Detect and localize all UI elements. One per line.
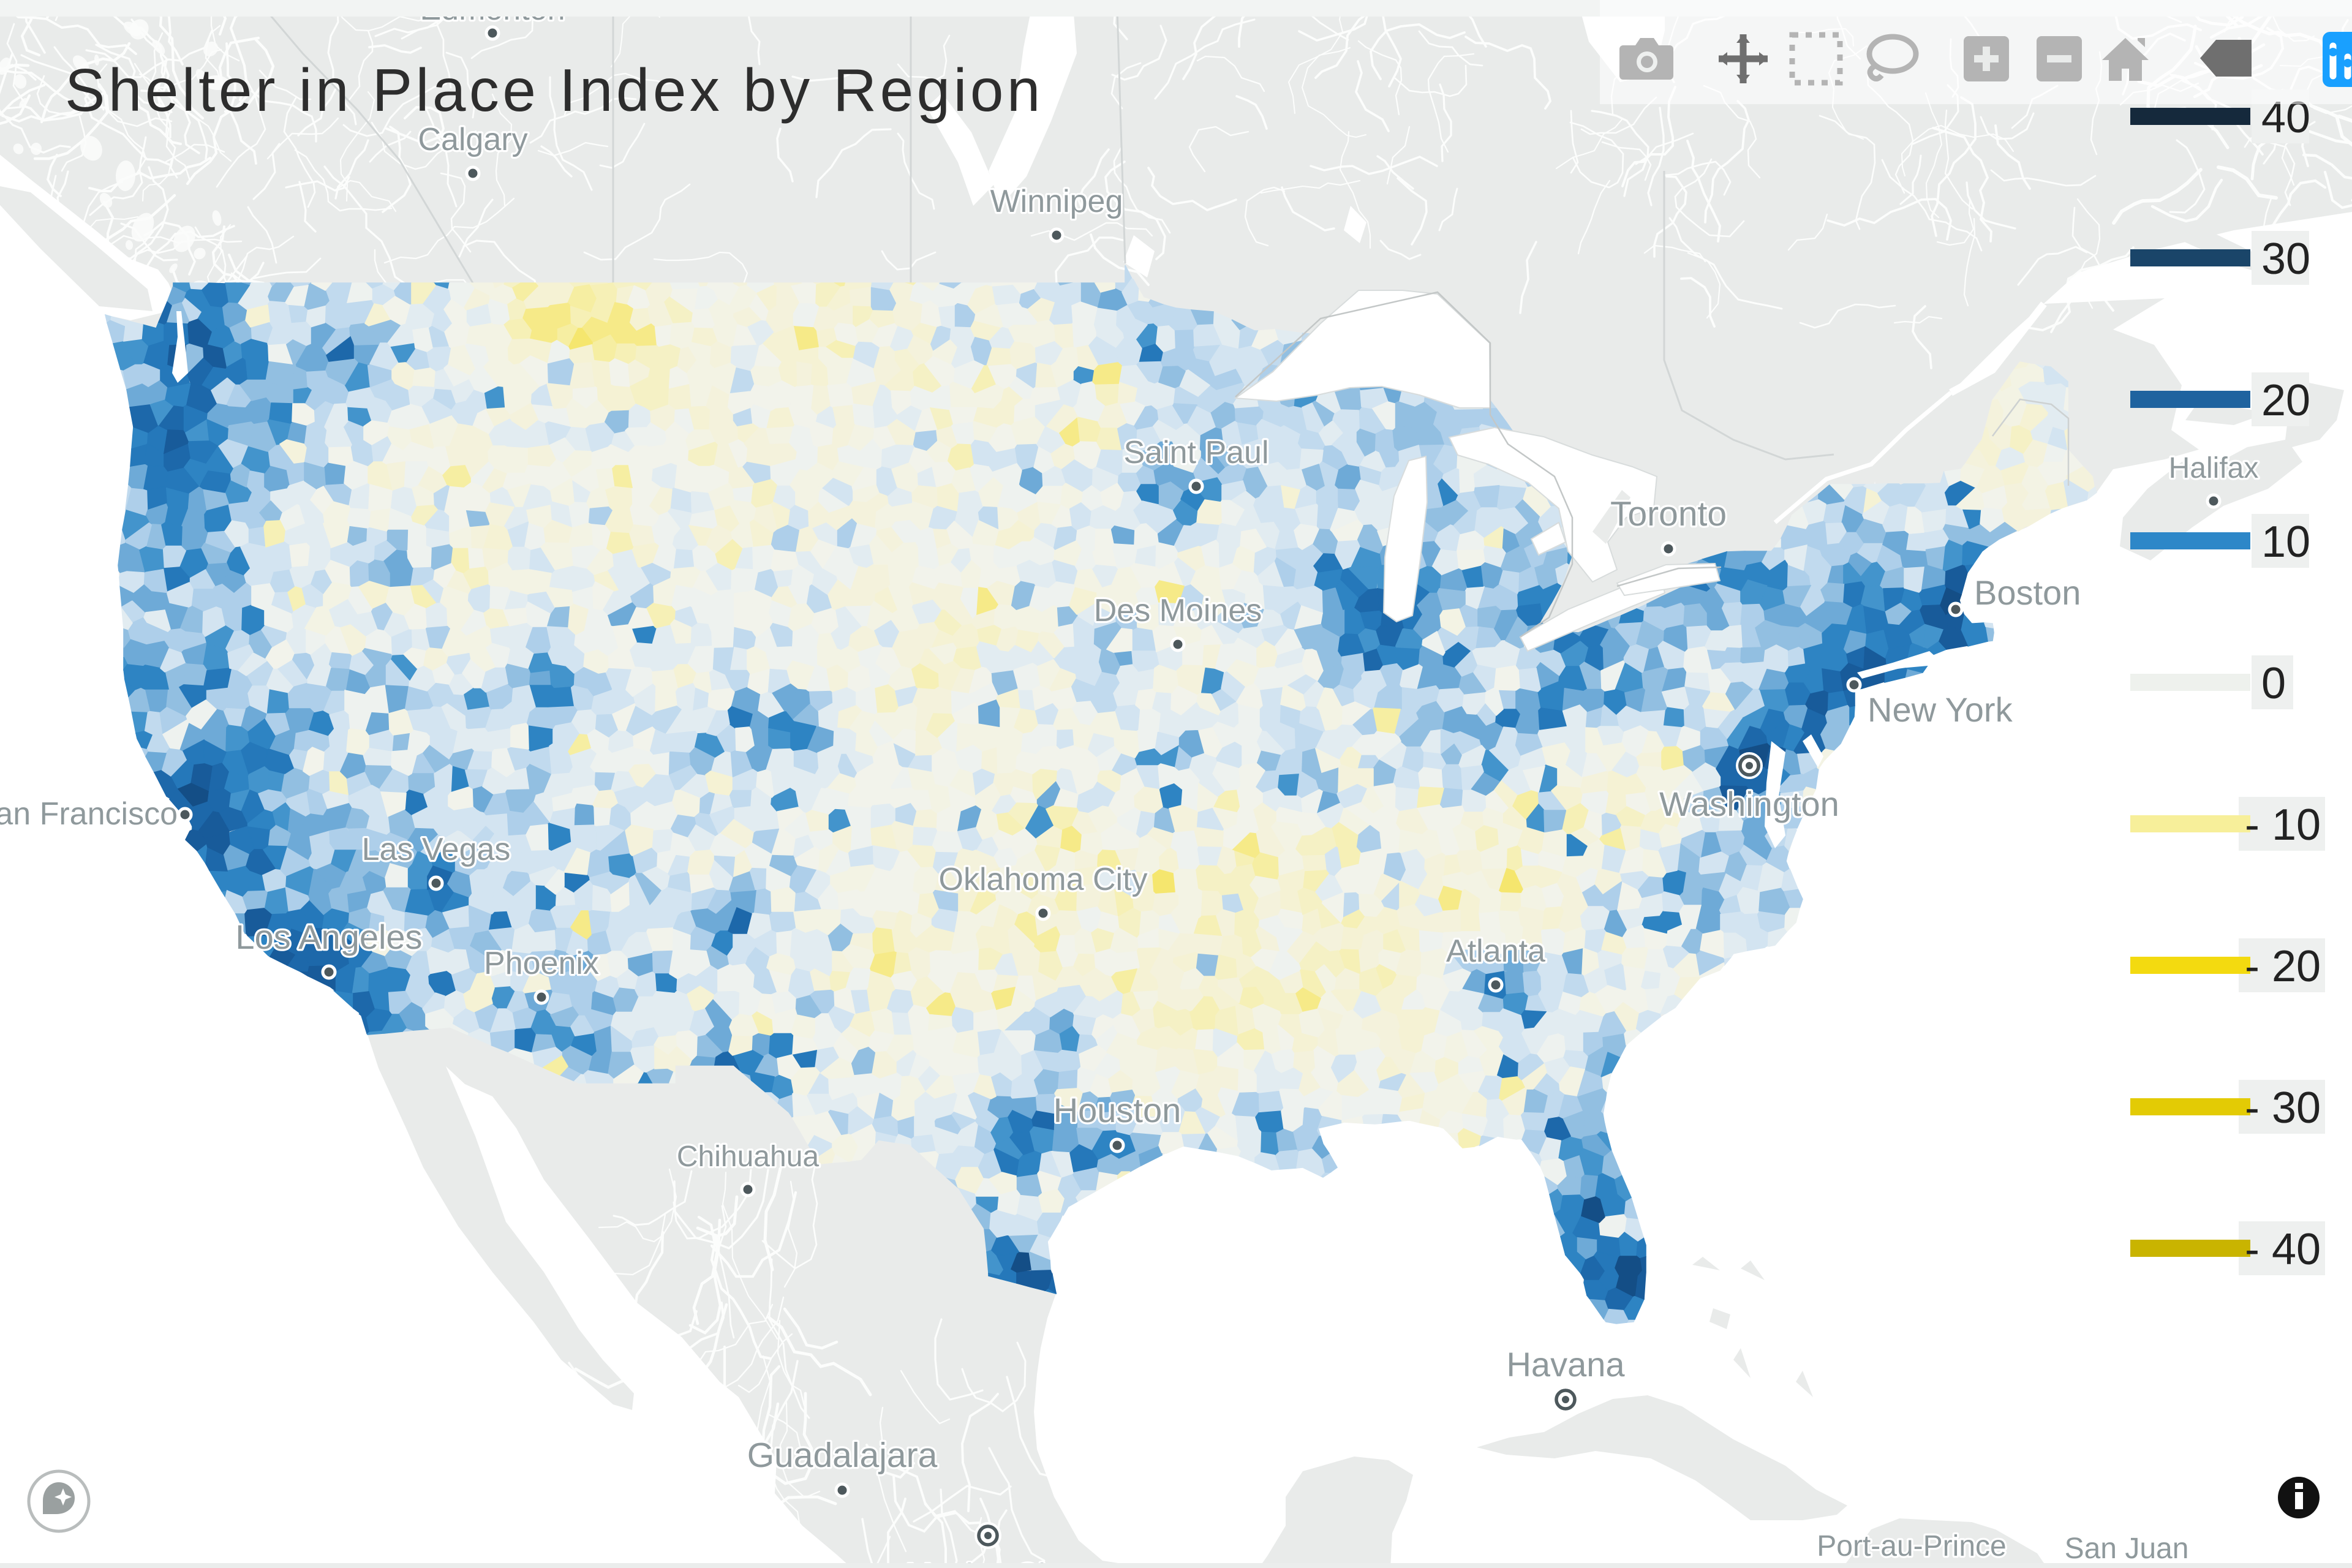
svg-text:Port-au-Prince: Port-au-Prince [1817,1530,2006,1562]
svg-text:Calgary: Calgary [418,122,527,157]
svg-text:Des Moines: Des Moines [1094,593,1262,628]
svg-text:Saint Paul: Saint Paul [1123,435,1268,470]
svg-text:Washington: Washington [1659,785,1839,823]
svg-text:0: 0 [2261,659,2286,708]
svg-text:Shelter in Place Index by Regi: Shelter in Place Index by Region [65,56,1044,124]
svg-text:Havana: Havana [1506,1345,1625,1384]
svg-text:- 20: - 20 [2245,942,2321,991]
svg-text:Houston: Houston [1054,1091,1182,1129]
svg-text:Chihuahua: Chihuahua [677,1140,820,1173]
svg-text:Phoenix: Phoenix [484,946,599,981]
svg-text:- 30: - 30 [2245,1084,2321,1133]
svg-text:Halifax: Halifax [2169,452,2259,484]
svg-text:30: 30 [2261,235,2310,284]
svg-text:Atlanta: Atlanta [1446,933,1545,969]
svg-text:20: 20 [2261,376,2310,425]
svg-text:Winnipeg: Winnipeg [990,184,1123,219]
svg-text:- 40: - 40 [2245,1225,2321,1274]
svg-text:10: 10 [2261,518,2310,567]
svg-text:Boston: Boston [1974,573,2081,612]
svg-text:Las Vegas: Las Vegas [362,832,511,867]
svg-text:Oklahoma City: Oklahoma City [939,862,1148,897]
svg-text:- 10: - 10 [2245,801,2321,850]
svg-text:Guadalajara: Guadalajara [747,1436,938,1475]
svg-text:San Francisco: San Francisco [0,796,178,832]
svg-text:New York: New York [1868,690,2013,729]
svg-text:San Juan: San Juan [2065,1532,2189,1565]
svg-text:Toronto: Toronto [1610,494,1727,533]
svg-text:Los Angeles: Los Angeles [235,918,422,956]
